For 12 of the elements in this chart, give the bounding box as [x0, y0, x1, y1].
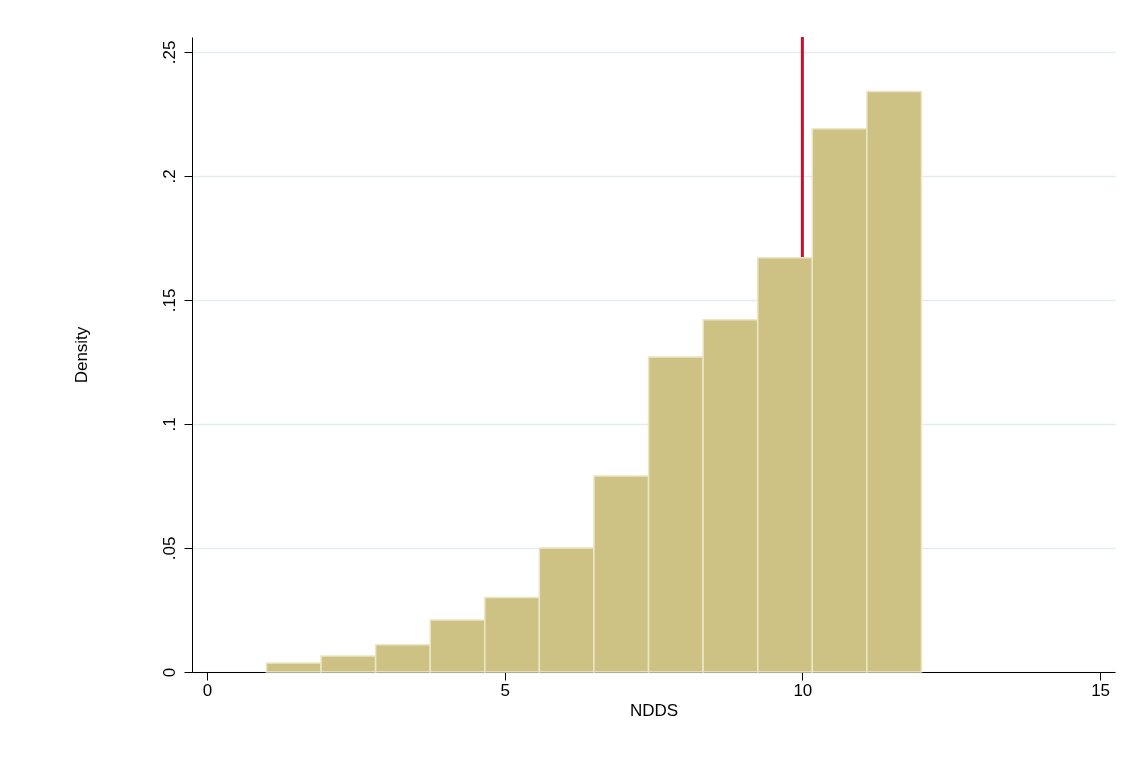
y-tick-label: .25 [159, 40, 179, 65]
y-tick-label: .1 [159, 417, 179, 432]
y-tick-label: .15 [159, 288, 179, 313]
y-tick-label: .2 [159, 169, 179, 184]
x-axis-title: NDDS [629, 700, 679, 720]
y-axis-title: Density [71, 326, 91, 384]
x-tick-label: 0 [202, 680, 213, 700]
y-tick-label: .05 [159, 536, 179, 561]
x-tick-label: 10 [793, 680, 813, 700]
x-tick-label: 15 [1091, 680, 1111, 700]
x-tick-label: 5 [500, 680, 510, 700]
y-tick-label: 0 [159, 667, 179, 678]
